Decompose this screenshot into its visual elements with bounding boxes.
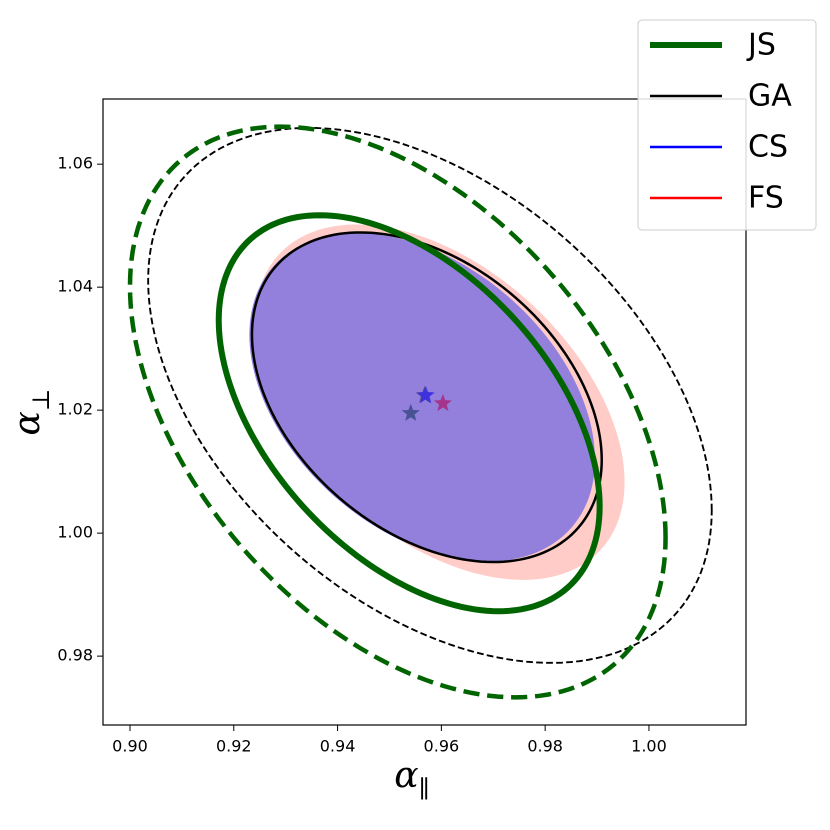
- contour-outer: [127, 124, 668, 700]
- best-fit-star: [416, 385, 435, 404]
- y-tick-label: 1.00: [57, 523, 93, 542]
- contour-inner: [250, 231, 603, 564]
- x-label-sub: ∥: [419, 775, 430, 803]
- best-fit-star: [401, 403, 420, 421]
- x-tick-label: 1.00: [631, 737, 667, 756]
- x-tick-label: 0.98: [527, 737, 563, 756]
- legend-box: [637, 19, 817, 231]
- y-tick-label: 0.98: [57, 646, 93, 665]
- x-tick-label: 0.94: [320, 737, 356, 756]
- plot-area: [127, 124, 713, 700]
- x-axis-label: α∥: [394, 755, 429, 803]
- y-axis-label: α⊥: [7, 389, 55, 436]
- y-tick-label: 1.04: [57, 277, 93, 296]
- x-label-symbol: α: [394, 755, 418, 796]
- y-label-symbol: α: [7, 411, 48, 435]
- x-tick-label: 0.96: [424, 737, 460, 756]
- x-tick-label: 0.90: [112, 737, 148, 756]
- legend-label: CS: [748, 130, 788, 165]
- legend-label: GA: [748, 79, 792, 114]
- contour-outer: [147, 126, 713, 664]
- axes-frame: [102, 98, 747, 726]
- y-tick-label: 1.02: [57, 400, 93, 419]
- y-label-sub: ⊥: [27, 389, 55, 412]
- best-fit-star: [433, 393, 452, 412]
- legend-label: JS: [746, 28, 776, 63]
- y-tick-label: 1.06: [57, 154, 93, 173]
- x-tick-label: 0.92: [216, 737, 252, 756]
- legend-label: FS: [748, 181, 784, 216]
- contour-inner: [215, 212, 603, 615]
